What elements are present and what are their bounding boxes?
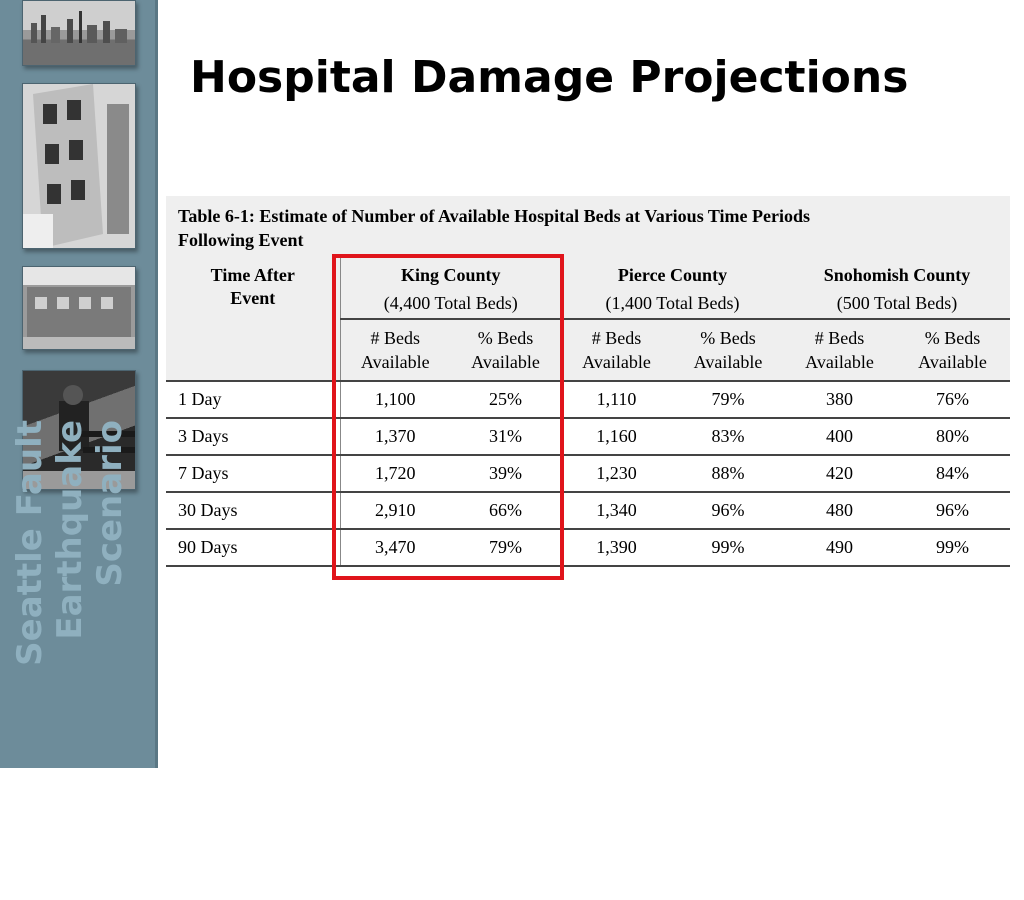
value-cell: 1,370 [339,418,450,456]
storefront-photo [22,266,136,350]
time-header-line-1: Time After [210,265,295,285]
value-cell: 79% [450,529,561,567]
value-cell: 2,910 [339,492,450,530]
pierce-county-header: Pierce County [561,256,784,288]
value-cell: 1,230 [561,455,672,493]
snohomish-county-total: (500 Total Beds) [784,288,1010,320]
time-after-event-header: Time After Event [166,256,340,382]
value-cell: 76% [895,381,1010,419]
time-cell: 90 Days [166,529,340,567]
table-row: 7 Days 1,720 39% 1,230 88% 420 84% [166,455,1010,493]
table-caption-row: Table 6-1: Estimate of Number of Availab… [166,196,1010,256]
time-header-line-2: Event [230,288,276,308]
value-cell: 99% [672,529,784,567]
value-cell: 400 [784,418,895,456]
county-header-row: Time After Event King County Pierce Coun… [166,256,1010,382]
time-cell: 1 Day [166,381,340,419]
value-cell: 380 [784,381,895,419]
time-cell: 3 Days [166,418,340,456]
table-caption-line-2: Following Event [178,230,304,250]
value-cell: 1,100 [339,381,450,419]
sidebar: Seattle Fault Earthquake Scenario [0,0,158,768]
hospital-beds-table-container: Table 6-1: Estimate of Number of Availab… [166,196,1010,567]
time-cell: 30 Days [166,492,340,530]
table-row: 3 Days 1,370 31% 1,160 83% 400 80% [166,418,1010,456]
time-cell: 7 Days [166,455,340,493]
value-cell: 480 [784,492,895,530]
value-cell: 84% [895,455,1010,493]
value-cell: 99% [895,529,1010,567]
value-cell: 80% [895,418,1010,456]
table-row: 30 Days 2,910 66% 1,340 96% 480 96% [166,492,1010,530]
sidebar-title-line-1: Seattle Fault [10,420,50,666]
sidebar-title-line-3: Scenario [90,420,130,587]
page-title: Hospital Damage Projections [190,52,909,103]
table-body: 1 Day 1,100 25% 1,110 79% 380 76% 3 Days 1,370 31… [166,381,1010,567]
snohomish-beds-header: # Beds Available [784,319,895,382]
king-pct-header: % Beds Available [450,319,561,382]
snohomish-pct-header: % Beds Available [895,319,1010,382]
total-beds-row: (4,400 Total Beds) (1,400 Total Beds) (5… [166,288,1010,320]
value-cell: 1,720 [339,455,450,493]
damaged-building-photo [22,83,136,249]
sidebar-edge [155,0,158,768]
king-county-header: King County [339,256,561,288]
value-cell: 3,470 [339,529,450,567]
value-cell: 79% [672,381,784,419]
value-cell: 88% [672,455,784,493]
value-cell: 96% [672,492,784,530]
column-header-row: # Beds Available % Beds Available # Beds Av… [166,319,1010,382]
value-cell: 66% [450,492,561,530]
pierce-pct-header: % Beds Available [672,319,784,382]
king-county-total: (4,400 Total Beds) [339,288,561,320]
king-beds-header: # Beds Available [339,319,450,382]
value-cell: 1,390 [561,529,672,567]
hospital-beds-table: Table 6-1: Estimate of Number of Availab… [166,196,1010,567]
value-cell: 1,160 [561,418,672,456]
table-caption-line-1: Table 6-1: Estimate of Number of Availab… [178,206,811,226]
bench-photo [22,370,136,490]
table-caption: Table 6-1: Estimate of Number of Availab… [166,196,1010,256]
value-cell: 420 [784,455,895,493]
value-cell: 96% [895,492,1010,530]
value-cell: 25% [450,381,561,419]
value-cell: 490 [784,529,895,567]
snohomish-county-header: Snohomish County [784,256,1010,288]
sidebar-title-line-2: Earthquake [50,420,90,640]
pierce-county-total: (1,400 Total Beds) [561,288,784,320]
value-cell: 39% [450,455,561,493]
value-cell: 1,110 [561,381,672,419]
value-cell: 83% [672,418,784,456]
table-row: 1 Day 1,100 25% 1,110 79% 380 76% [166,381,1010,419]
sidebar-title: Seattle Fault Earthquake Scenario [10,420,140,900]
value-cell: 1,340 [561,492,672,530]
pierce-beds-header: # Beds Available [561,319,672,382]
table-row: 90 Days 3,470 79% 1,390 99% 490 99% [166,529,1010,567]
city-skyline-photo [22,0,136,66]
value-cell: 31% [450,418,561,456]
